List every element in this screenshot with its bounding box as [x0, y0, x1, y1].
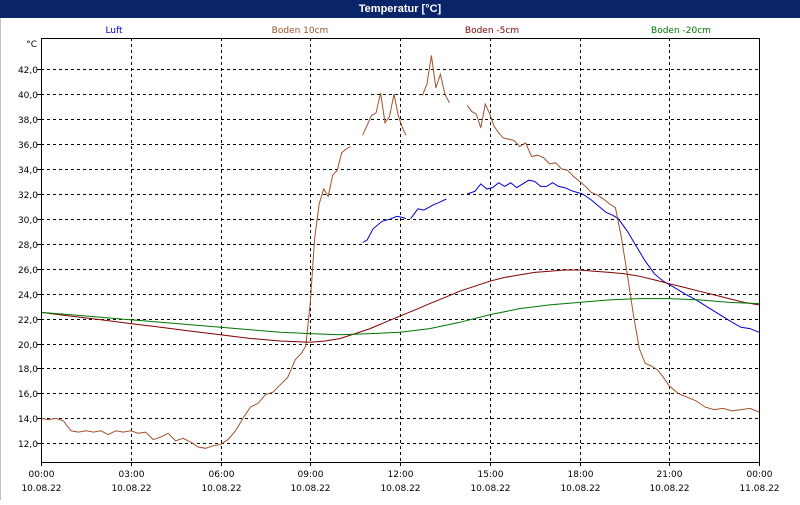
- x-tick-time-label: 09:00: [298, 470, 324, 480]
- y-tick-label: 34,0: [18, 166, 38, 176]
- series-line-boden-10cm: [466, 102, 760, 413]
- x-tick-time-label: 00:00: [747, 470, 773, 480]
- y-axis-unit-label: °C: [26, 40, 37, 50]
- axes: [37, 38, 760, 466]
- legend: Luft Boden 10cm Boden -5cm Boden -20cm: [105, 26, 711, 36]
- y-tick-label: 26,0: [18, 266, 38, 276]
- y-tick-label: 18,0: [18, 365, 38, 375]
- series-lines: [40, 55, 760, 449]
- y-tick-label: 20,0: [18, 341, 38, 351]
- x-tick-date-label: 10.08.22: [470, 484, 510, 494]
- x-tick-time-label: 18:00: [568, 470, 594, 480]
- y-tick-label: 16,0: [18, 390, 38, 400]
- chart-area: 12,0 14,0 16,0 18,0 20,0 22,0 24,0 26,0 28,0 30,0…: [0, 18, 800, 500]
- x-tick-date-label: 10.08.22: [649, 484, 689, 494]
- x-tick-time-label: 12:00: [388, 470, 414, 480]
- y-tick-label: 32,0: [18, 191, 38, 201]
- y-tick-label: 36,0: [18, 141, 38, 151]
- legend-entry: Boden -5cm: [465, 26, 519, 36]
- y-tick-label: 22,0: [18, 316, 38, 326]
- temperature-chart: 12,0 14,0 16,0 18,0 20,0 22,0 24,0 26,0 28,0 30,0…: [18, 26, 780, 494]
- x-tick-date-label: 10.08.22: [201, 484, 241, 494]
- legend-entry: Boden 10cm: [272, 26, 329, 36]
- series-line-boden-10cm: [362, 92, 407, 136]
- series-line-luft: [467, 179, 760, 333]
- x-tick-time-label: 03:00: [119, 470, 145, 480]
- x-tick-time-label: 00:00: [29, 470, 55, 480]
- series-line-luft: [410, 198, 447, 220]
- series-line-boden-10cm: [40, 146, 351, 449]
- x-tick-date-label: 10.08.22: [290, 484, 330, 494]
- y-tick-label: 38,0: [18, 116, 38, 126]
- x-tick-date-label: 10.08.22: [560, 484, 600, 494]
- y-tick-label: 12,0: [18, 440, 38, 450]
- y-tick-label: 42,0: [18, 66, 38, 76]
- y-tick-label: 14,0: [18, 415, 38, 425]
- x-tick-time-label: 15:00: [478, 470, 504, 480]
- x-tick-date-label: 11.08.22: [739, 484, 779, 494]
- y-tick-label: 28,0: [18, 241, 38, 251]
- series-line-luft: [362, 215, 407, 243]
- grid: [41, 38, 759, 462]
- x-tick-date-label: 10.08.22: [111, 484, 151, 494]
- plot-border: [41, 38, 760, 463]
- y-tick-label: 40,0: [18, 91, 38, 101]
- axis-labels: 12,0 14,0 16,0 18,0 20,0 22,0 24,0 26,0 28,0 30,0…: [18, 40, 780, 494]
- series-line-boden-20cm: [40, 298, 760, 336]
- x-tick-time-label: 06:00: [209, 470, 235, 480]
- series-line-boden-10cm: [421, 55, 450, 104]
- y-tick-label: 24,0: [18, 291, 38, 301]
- chart-title: Temperatur [°C]: [0, 0, 800, 18]
- legend-entry: Luft: [105, 26, 123, 36]
- x-tick-date-label: 10.08.22: [380, 484, 420, 494]
- legend-entry: Boden -20cm: [651, 26, 711, 36]
- y-tick-label: 30,0: [18, 216, 38, 226]
- x-tick-time-label: 21:00: [657, 470, 683, 480]
- x-tick-date-label: 10.08.22: [21, 484, 61, 494]
- series-line-boden-5cm: [40, 269, 760, 343]
